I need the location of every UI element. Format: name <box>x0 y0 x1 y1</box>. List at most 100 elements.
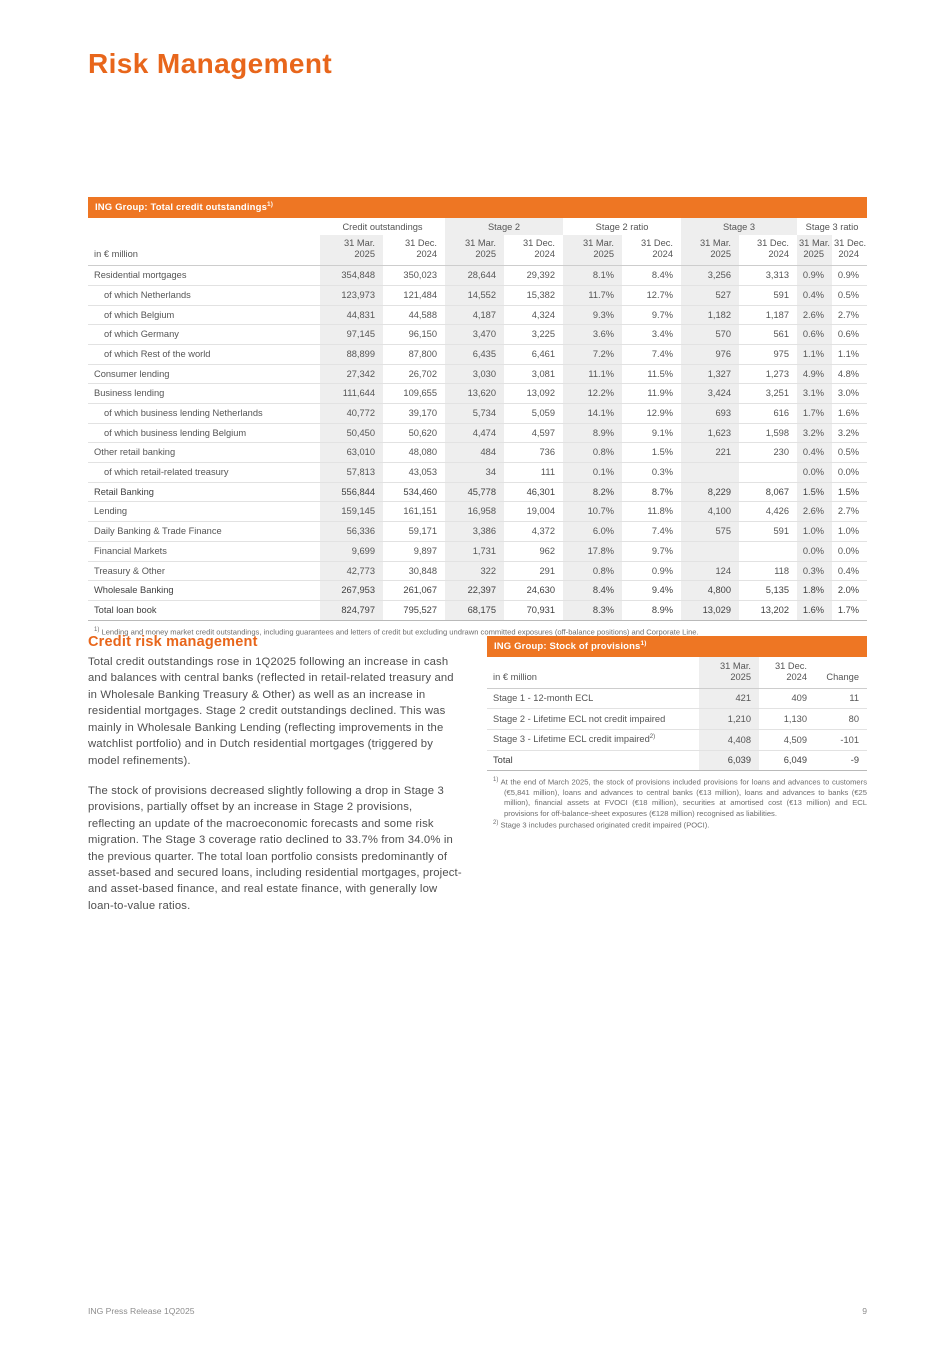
row-value: 8.7% <box>622 481 682 503</box>
table-row: Total loan book 824,797 795,527 68,175 70,93… <box>88 599 868 621</box>
footer-document-label: ING Press Release 1Q2025 <box>88 1306 195 1316</box>
row-value: 693 <box>681 403 740 424</box>
row-value: 26,702 <box>383 364 446 385</box>
date-header-5: 31 Dec. 2024 <box>622 235 682 267</box>
row-value: 123,973 <box>320 285 383 306</box>
row-value: 2.7% <box>832 305 868 326</box>
page-title: Risk Management <box>88 48 333 79</box>
provisions-footnote: 2) Stage 3 includes purchased originated… <box>493 819 867 831</box>
table-row: Lending 159,145 161,151 16,958 19,004 10.7% 11… <box>88 501 868 523</box>
row-value: 70,931 <box>504 599 564 621</box>
row-value: 291 <box>504 561 564 582</box>
provisions-table-header-row: in € million 31 Mar. 2025 31 Dec. 2024 Cha… <box>487 656 867 689</box>
row-value: 111,644 <box>320 383 383 405</box>
row-value: 4,372 <box>504 521 564 542</box>
row-value: 5,734 <box>445 403 505 424</box>
row-value: 736 <box>504 442 564 464</box>
row-value: 3.1% <box>797 383 833 405</box>
row-value: 12.9% <box>622 403 682 424</box>
row-value: 46,301 <box>504 481 564 503</box>
row-value: 2.6% <box>797 305 833 326</box>
row-value: 44,588 <box>383 305 446 326</box>
row-value: 8,067 <box>739 481 798 503</box>
date-header-4: 31 Mar. 2025 <box>563 235 623 267</box>
row-label: of which Rest of the world <box>88 344 320 365</box>
row-value: 29,392 <box>504 265 564 286</box>
table-row: Stage 2 - Lifetime ECL not credit impair… <box>487 708 867 730</box>
row-value: 261,067 <box>383 580 446 601</box>
row-value: 87,800 <box>383 344 446 365</box>
provisions-date-header-1: 31 Dec. 2024 <box>759 656 815 689</box>
row-value: 109,655 <box>383 383 446 405</box>
table-row: Daily Banking & Trade Finance 56,336 59,17… <box>88 521 868 542</box>
row-value: 3,251 <box>739 383 798 405</box>
row-value: 111 <box>504 462 564 483</box>
date-header-1: 31 Dec. 2024 <box>383 235 446 267</box>
row-value: 161,151 <box>383 501 446 523</box>
row-value: 409 <box>759 688 815 710</box>
row-value: 50,620 <box>383 423 446 444</box>
provisions-footnote-marker: 2) <box>493 819 499 826</box>
row-value: 1,731 <box>445 541 505 562</box>
row-value: 11.9% <box>622 383 682 405</box>
credit-table-caption: ING Group: Total credit outstandings1) <box>88 197 867 218</box>
row-value: 1.7% <box>797 403 833 424</box>
row-value <box>739 541 798 562</box>
row-value: 1.5% <box>797 481 833 503</box>
row-label: Total <box>487 749 699 772</box>
provisions-footnote-text: At the end of March 2025, the stock of p… <box>500 777 867 818</box>
row-label: of which business lending Belgium <box>88 423 320 444</box>
provisions-table-footnotes: 1) At the end of March 2025, the stock o… <box>487 776 867 830</box>
row-value: 12.2% <box>563 383 623 405</box>
row-value: 0.6% <box>797 324 833 345</box>
row-label: Stage 2 - Lifetime ECL not credit impair… <box>487 708 699 730</box>
row-label: of which Netherlands <box>88 285 320 306</box>
credit-outstandings-table-body: Residential mortgages 354,848 350,023 28,64… <box>88 265 868 621</box>
row-value: 1.5% <box>832 481 868 503</box>
row-value: 4,324 <box>504 305 564 326</box>
row-value: 14,552 <box>445 285 505 306</box>
section-heading: Credit risk management <box>88 634 258 650</box>
credit-risk-management-section: Credit risk management Total credit outs… <box>88 634 462 914</box>
row-value: 1.6% <box>797 599 833 621</box>
row-value: 7.4% <box>622 521 682 542</box>
row-value: 9.4% <box>622 580 682 601</box>
row-value: 230 <box>739 442 798 464</box>
row-value: 56,336 <box>320 521 383 542</box>
row-value: 8.3% <box>563 599 623 621</box>
row-value: 3.4% <box>622 324 682 345</box>
row-value: 1.8% <box>797 580 833 601</box>
row-label: Wholesale Banking <box>88 580 320 601</box>
provisions-footnote: 1) At the end of March 2025, the stock o… <box>493 776 867 819</box>
row-value: 3,225 <box>504 324 564 345</box>
row-value: 4,474 <box>445 423 505 444</box>
row-value: 824,797 <box>320 599 383 621</box>
row-value: 1,210 <box>699 708 759 730</box>
row-value: 3,470 <box>445 324 505 345</box>
provisions-table-caption: ING Group: Stock of provisions1) <box>487 636 867 657</box>
table-row: of which Belgium 44,831 44,588 4,187 4,324 9.… <box>88 305 868 326</box>
row-value: 9,897 <box>383 541 446 562</box>
row-value: 3,256 <box>681 265 740 286</box>
row-value: 0.5% <box>832 442 868 464</box>
row-value: 13,092 <box>504 383 564 405</box>
row-value: 28,644 <box>445 265 505 286</box>
paragraph-stock-of-provisions: The stock of provisions decreased slight… <box>88 784 462 912</box>
row-value: 63,010 <box>320 442 383 464</box>
row-value: 616 <box>739 403 798 424</box>
row-value: 8.9% <box>622 599 682 621</box>
row-label: Treasury & Other <box>88 561 320 582</box>
row-value: 0.5% <box>832 285 868 306</box>
row-value: 9.7% <box>622 305 682 326</box>
row-value: 0.0% <box>797 541 833 562</box>
group-header-credit-outstandings: Credit outstandings <box>342 221 423 232</box>
row-value: 4,509 <box>759 729 815 751</box>
row-value: 3,081 <box>504 364 564 385</box>
group-header-stage-3-ratio: Stage 3 ratio <box>805 221 859 232</box>
table-row: of which retail-related treasury 57,813 43… <box>88 462 868 483</box>
row-value: 795,527 <box>383 599 446 621</box>
row-value: 24,630 <box>504 580 564 601</box>
table-row: Treasury & Other 42,773 30,848 322 291 0.8% 0.… <box>88 561 868 582</box>
row-value: 0.9% <box>622 561 682 582</box>
